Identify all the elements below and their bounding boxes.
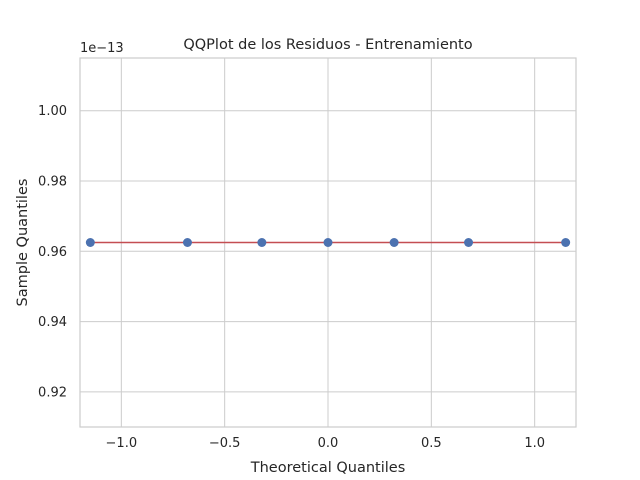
y-tick-label: 0.96 [38, 245, 67, 260]
data-point [257, 238, 267, 247]
y-tick-label: 0.94 [38, 315, 67, 330]
y-axis-label: Sample Quantiles [15, 179, 31, 307]
data-point [464, 238, 474, 247]
data-points-group [85, 238, 571, 247]
data-point [85, 238, 95, 247]
data-point [561, 238, 571, 247]
y-tick-label: 0.98 [38, 175, 67, 190]
x-tick-label: −1.0 [106, 436, 138, 451]
chart-title: QQPlot de los Residuos - Entrenamiento [183, 37, 472, 53]
y-offset-label: 1e−13 [80, 41, 124, 56]
data-point [389, 238, 399, 247]
x-tick-label: 1.0 [524, 436, 545, 451]
x-tick-label: 0.5 [421, 436, 442, 451]
x-tick-label: −0.5 [209, 436, 241, 451]
data-point [182, 238, 192, 247]
y-gridlines [80, 110, 576, 393]
x-tick-labels: −1.0 −0.5 0.0 0.5 1.0 [106, 436, 545, 451]
plot-frame [79, 57, 577, 428]
x-tick-label: 0.0 [318, 436, 339, 451]
data-point [323, 238, 333, 247]
y-tick-label: 0.92 [38, 385, 67, 400]
y-tick-label: 1.00 [38, 104, 67, 119]
y-tick-labels: 0.92 0.94 0.96 0.98 1.00 [38, 104, 67, 400]
x-axis-label: Theoretical Quantiles [250, 460, 406, 476]
